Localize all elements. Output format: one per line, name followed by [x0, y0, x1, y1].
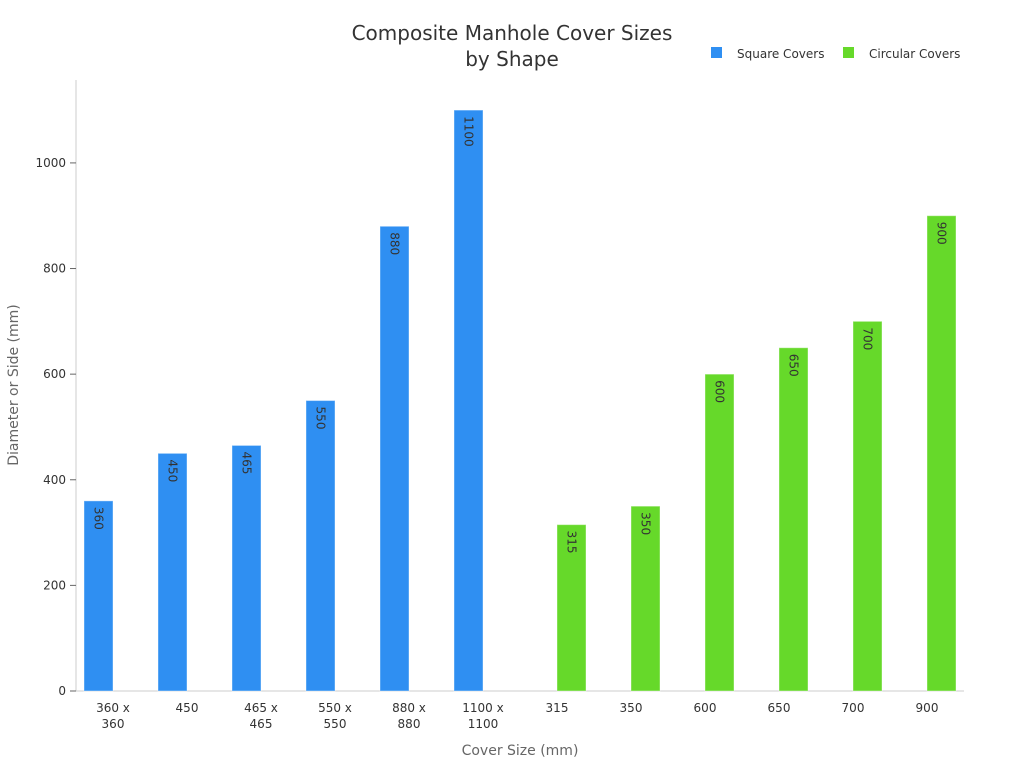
- bar-value-label: 465: [240, 451, 254, 474]
- x-axis-label: Cover Size (mm): [462, 743, 579, 759]
- bar-value-label: 360: [92, 507, 106, 530]
- x-tick-label: 880: [398, 717, 421, 731]
- bar-value-label: 650: [787, 354, 801, 377]
- bar-value-label: 880: [388, 232, 402, 255]
- legend-label: Square Covers: [737, 47, 824, 61]
- bar-value-label: 1100: [462, 116, 476, 147]
- bar-value-label: 900: [935, 222, 949, 245]
- x-tick-label: 900: [916, 701, 939, 715]
- bar: [83, 500, 114, 692]
- y-tick-label: 0: [58, 684, 66, 698]
- bar: [778, 347, 809, 692]
- y-axis-label: Diameter or Side (mm): [6, 304, 22, 466]
- bar: [704, 373, 735, 692]
- bar: [556, 524, 587, 692]
- y-tick-label: 400: [43, 473, 66, 487]
- x-tick-label: 1100 x: [462, 701, 503, 715]
- legend-swatch: [843, 47, 854, 58]
- bar-value-label: 700: [861, 327, 875, 350]
- x-tick-label: 700: [842, 701, 865, 715]
- bar-value-label: 350: [639, 512, 653, 535]
- x-tick-label: 880 x: [392, 701, 426, 715]
- chart-title: by Shape: [465, 47, 559, 71]
- y-tick-label: 600: [43, 367, 66, 381]
- x-tick-label: 650: [768, 701, 791, 715]
- bar: [157, 452, 188, 692]
- x-tick-label: 465 x: [244, 701, 278, 715]
- bar: [453, 109, 484, 692]
- y-tick-label: 1000: [35, 156, 66, 170]
- x-tick-label: 550: [324, 717, 347, 731]
- bar: [379, 225, 410, 692]
- x-tick-label: 315: [546, 701, 569, 715]
- y-tick-label: 800: [43, 262, 66, 276]
- bar-value-label: 450: [166, 459, 180, 482]
- x-tick-label: 360: [102, 717, 125, 731]
- bar-value-label: 550: [314, 407, 328, 430]
- x-tick-label: 465: [250, 717, 273, 731]
- x-tick-label: 1100: [468, 717, 499, 731]
- bar-value-label: 600: [713, 380, 727, 403]
- x-tick-label: 360 x: [96, 701, 130, 715]
- legend-swatch: [711, 47, 722, 58]
- x-tick-label: 450: [176, 701, 199, 715]
- x-tick-label: 600: [694, 701, 717, 715]
- legend-label: Circular Covers: [869, 47, 960, 61]
- y-tick-label: 200: [43, 578, 66, 592]
- bar: [231, 444, 262, 692]
- bar: [852, 320, 883, 692]
- bar-value-label: 315: [565, 531, 579, 554]
- x-tick-label: 550 x: [318, 701, 352, 715]
- chart-title: Composite Manhole Cover Sizes: [352, 21, 673, 45]
- bar: [305, 400, 336, 692]
- x-tick-label: 350: [620, 701, 643, 715]
- bar: [926, 215, 957, 692]
- bar: [630, 505, 661, 692]
